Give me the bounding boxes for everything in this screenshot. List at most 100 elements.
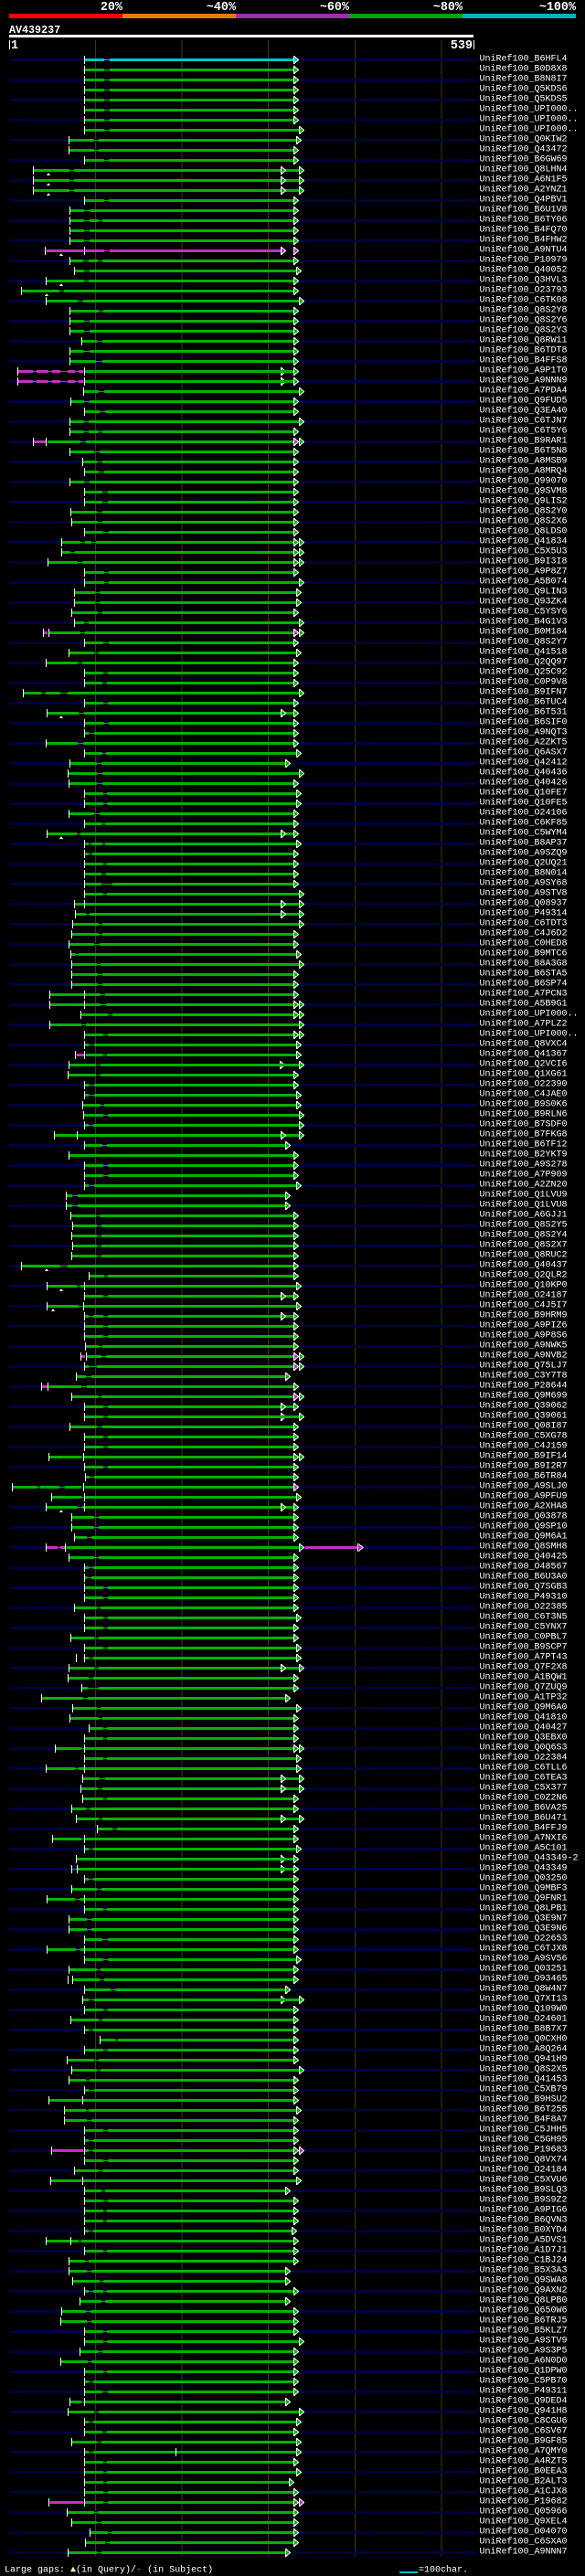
svg-text:UniRef100_Q40427: UniRef100_Q40427 [480, 1723, 568, 1733]
svg-text:UniRef100_C5GH95: UniRef100_C5GH95 [480, 2135, 568, 2146]
svg-text:UniRef100_A2XHA8: UniRef100_A2XHA8 [480, 1501, 568, 1512]
svg-text:UniRef100_A6N1F5: UniRef100_A6N1F5 [480, 175, 568, 186]
svg-text:UniRef100_Q8S2Y0: UniRef100_Q8S2Y0 [480, 506, 568, 517]
svg-text:UniRef100_B4F8A7: UniRef100_B4F8A7 [480, 2115, 568, 2125]
svg-text:UniRef100_B9RLN6: UniRef100_B9RLN6 [480, 1109, 568, 1120]
svg-text:UniRef100_C6TLL6: UniRef100_C6TLL6 [480, 1763, 568, 1774]
svg-text:UniRef100_B9IFN7: UniRef100_B9IFN7 [480, 687, 568, 698]
svg-text:UniRef100_C6TEA3: UniRef100_C6TEA3 [480, 1773, 568, 1784]
svg-text:UniRef100_Q9M6A0: UniRef100_Q9M6A0 [480, 1702, 568, 1713]
svg-text:UniRef100_Q40052: UniRef100_Q40052 [480, 265, 568, 276]
svg-text:UniRef100_B6T5N8: UniRef100_B6T5N8 [480, 446, 568, 457]
svg-text:UniRef100_A5C101: UniRef100_A5C101 [480, 1843, 568, 1854]
svg-text:UniRef100_Q8W4N7: UniRef100_Q8W4N7 [480, 1984, 568, 1995]
svg-text:UniRef100_C0P9V8: UniRef100_C0P9V8 [480, 677, 568, 688]
svg-text:UniRef100_A9NNN9: UniRef100_A9NNN9 [480, 376, 568, 387]
svg-text:UniRef100_C6TDT3: UniRef100_C6TDT3 [480, 918, 568, 929]
svg-text:UniRef100_A9P8S6: UniRef100_A9P8S6 [480, 1330, 568, 1341]
svg-text:UniRef100_P49311: UniRef100_P49311 [480, 2386, 568, 2397]
svg-text:UniRef100_A9P8Z7: UniRef100_A9P8Z7 [480, 567, 568, 578]
svg-text:UniRef100_A9P1T0: UniRef100_A9P1T0 [480, 366, 568, 376]
svg-text:UniRef100_B7SDF0: UniRef100_B7SDF0 [480, 1119, 568, 1130]
svg-text:UniRef100_A7PCN3: UniRef100_A7PCN3 [480, 989, 568, 1000]
svg-text:UniRef100_B6U1V8: UniRef100_B6U1V8 [480, 205, 568, 216]
svg-text:UniRef100_Q9LIS2: UniRef100_Q9LIS2 [480, 496, 568, 507]
svg-text:UniRef100_A9NTU4: UniRef100_A9NTU4 [480, 245, 568, 256]
svg-text:UniRef100_Q9MBF3: UniRef100_Q9MBF3 [480, 1883, 568, 1894]
svg-text:UniRef100_Q40437: UniRef100_Q40437 [480, 1260, 568, 1271]
svg-text:UniRef100_B5X3A3: UniRef100_B5X3A3 [480, 2265, 568, 2276]
svg-text:UniRef100_Q9LIN3: UniRef100_Q9LIN3 [480, 587, 568, 598]
svg-text:UniRef100_B0D8X8: UniRef100_B0D8X8 [480, 64, 568, 75]
svg-text:UniRef100_B7FKG8: UniRef100_B7FKG8 [480, 1129, 568, 1140]
svg-text:UniRef100_Q10FE5: UniRef100_Q10FE5 [480, 798, 568, 809]
svg-text:UniRef100_C6TJN7: UniRef100_C6TJN7 [480, 416, 568, 427]
svg-text:UniRef100_A1D7J1: UniRef100_A1D7J1 [480, 2245, 568, 2256]
svg-text:UniRef100_Q43349-2: UniRef100_Q43349-2 [480, 1853, 579, 1864]
svg-text:UniRef100_Q3E9N7: UniRef100_Q3E9N7 [480, 1913, 568, 1924]
svg-text:UniRef100_C5YNX7: UniRef100_C5YNX7 [480, 1622, 568, 1633]
svg-text:UniRef100_B6U471: UniRef100_B6U471 [480, 1813, 568, 1824]
svg-text:UniRef100_P49314: UniRef100_P49314 [480, 908, 568, 919]
svg-text:UniRef100_Q10FE7: UniRef100_Q10FE7 [480, 788, 568, 799]
svg-text:UniRef100_A9S3P5: UniRef100_A9S3P5 [480, 2346, 568, 2357]
svg-text:UniRef100_A9PIG6: UniRef100_A9PIG6 [480, 2205, 568, 2216]
svg-text:UniRef100_C5JHH5: UniRef100_C5JHH5 [480, 2125, 568, 2136]
svg-text:UniRef100_B9RAR1: UniRef100_B9RAR1 [480, 436, 568, 447]
svg-text:UniRef100_Q0CXH0: UniRef100_Q0CXH0 [480, 2034, 568, 2045]
svg-text:UniRef100_Q08I87: UniRef100_Q08I87 [480, 1421, 568, 1432]
svg-text:UniRef100_B6T255: UniRef100_B6T255 [480, 2104, 568, 2115]
svg-text:UniRef100_B6TDT8: UniRef100_B6TDT8 [480, 345, 568, 356]
svg-text:UniRef100_C6KF85: UniRef100_C6KF85 [480, 818, 568, 829]
svg-text:UniRef100_Q41834: UniRef100_Q41834 [480, 536, 568, 547]
svg-text:UniRef100_Q2VCI6: UniRef100_Q2VCI6 [480, 1059, 568, 1070]
svg-text:UniRef100_Q8S2Y6: UniRef100_Q8S2Y6 [480, 315, 568, 326]
svg-text:UniRef100_P19683: UniRef100_P19683 [480, 2145, 568, 2156]
svg-text:UniRef100_Q9DED4: UniRef100_Q9DED4 [480, 2396, 568, 2407]
svg-text:UniRef100_B6SIF0: UniRef100_B6SIF0 [480, 717, 568, 728]
svg-text:UniRef100_Q8S2Y3: UniRef100_Q8S2Y3 [480, 325, 568, 336]
svg-text:UniRef100_P19682: UniRef100_P19682 [480, 2496, 568, 2507]
svg-text:UniRef100_Q3HVL3: UniRef100_Q3HVL3 [480, 275, 568, 286]
svg-text:UniRef100_Q7SGB3: UniRef100_Q7SGB3 [480, 1582, 568, 1593]
svg-text:UniRef100_A2ZN20: UniRef100_A2ZN20 [480, 1180, 568, 1191]
svg-text:UniRef100_Q8LDS0: UniRef100_Q8LDS0 [480, 526, 568, 537]
svg-text:UniRef100_C6SV67: UniRef100_C6SV67 [480, 2426, 568, 2437]
svg-text:Large gaps: ▲(in Query)/- (in: Large gaps: ▲(in Query)/- (in Subject) [5, 2565, 213, 2576]
svg-text:UniRef100_A2ZKT5: UniRef100_A2ZKT5 [480, 737, 568, 748]
svg-text:UniRef100_C4J5I7: UniRef100_C4J5I7 [480, 1300, 568, 1311]
svg-text:UniRef100_B8A3G8: UniRef100_B8A3G8 [480, 959, 568, 970]
svg-text:UniRef100_C5XG78: UniRef100_C5XG78 [480, 1431, 568, 1442]
svg-text:UniRef100_B8B7X7: UniRef100_B8B7X7 [480, 2024, 568, 2035]
svg-text:UniRef100_A9STV8: UniRef100_A9STV8 [480, 888, 568, 899]
svg-text:UniRef100_B6GW69: UniRef100_B6GW69 [480, 154, 568, 165]
svg-text:UniRef100_A6GJJ1: UniRef100_A6GJJ1 [480, 1210, 568, 1221]
svg-text:UniRef100_Q7ZUQ9: UniRef100_Q7ZUQ9 [480, 1682, 568, 1693]
svg-text:UniRef100_Q941H9: UniRef100_Q941H9 [480, 2054, 568, 2065]
svg-text:UniRef100_B2YKT9: UniRef100_B2YKT9 [480, 1150, 568, 1161]
svg-text:UniRef100_B6TR84: UniRef100_B6TR84 [480, 1471, 568, 1482]
svg-text:UniRef100_B9I2R7: UniRef100_B9I2R7 [480, 1461, 568, 1472]
svg-text:UniRef100_B6TF12: UniRef100_B6TF12 [480, 1140, 568, 1150]
svg-text:UniRef100_Q2UQ21: UniRef100_Q2UQ21 [480, 858, 568, 869]
svg-text:UniRef100_Q8S2Y4: UniRef100_Q8S2Y4 [480, 1230, 568, 1241]
svg-text:UniRef100_Q1XG61: UniRef100_Q1XG61 [480, 1069, 568, 1080]
svg-text:UniRef100_Q8SMH8: UniRef100_Q8SMH8 [480, 1542, 568, 1553]
svg-text:UniRef100_A9SZQ9: UniRef100_A9SZQ9 [480, 848, 568, 859]
svg-text:UniRef100_A2YNZ1: UniRef100_A2YNZ1 [480, 185, 568, 196]
svg-text:UniRef100_Q9M6A1: UniRef100_Q9M6A1 [480, 1532, 568, 1542]
svg-text:UniRef100_Q42412: UniRef100_Q42412 [480, 758, 568, 769]
svg-text:UniRef100_O22385: UniRef100_O22385 [480, 1602, 568, 1613]
svg-text:UniRef100_B6SP74: UniRef100_B6SP74 [480, 979, 568, 990]
svg-text:UniRef100_Q0Q6S3: UniRef100_Q0Q6S3 [480, 1743, 568, 1754]
svg-text:UniRef100_Q9SWA8: UniRef100_Q9SWA8 [480, 2275, 568, 2286]
svg-text:UniRef100_Q1LVU9: UniRef100_Q1LVU9 [480, 1190, 568, 1201]
svg-text:UniRef100_Q7XI13: UniRef100_Q7XI13 [480, 1994, 568, 2005]
svg-text:UniRef100_O93465: UniRef100_O93465 [480, 1974, 568, 1985]
svg-text:UniRef100_Q41810: UniRef100_Q41810 [480, 1712, 568, 1723]
svg-text:UniRef100_P28644: UniRef100_P28644 [480, 1381, 568, 1392]
svg-text:UniRef100_Q941H8: UniRef100_Q941H8 [480, 2406, 568, 2417]
svg-text:UniRef100_C6SXA0: UniRef100_C6SXA0 [480, 2537, 568, 2548]
svg-text:UniRef100_Q40426: UniRef100_Q40426 [480, 778, 568, 789]
svg-text:UniRef100_Q8LHN4: UniRef100_Q8LHN4 [480, 164, 568, 175]
